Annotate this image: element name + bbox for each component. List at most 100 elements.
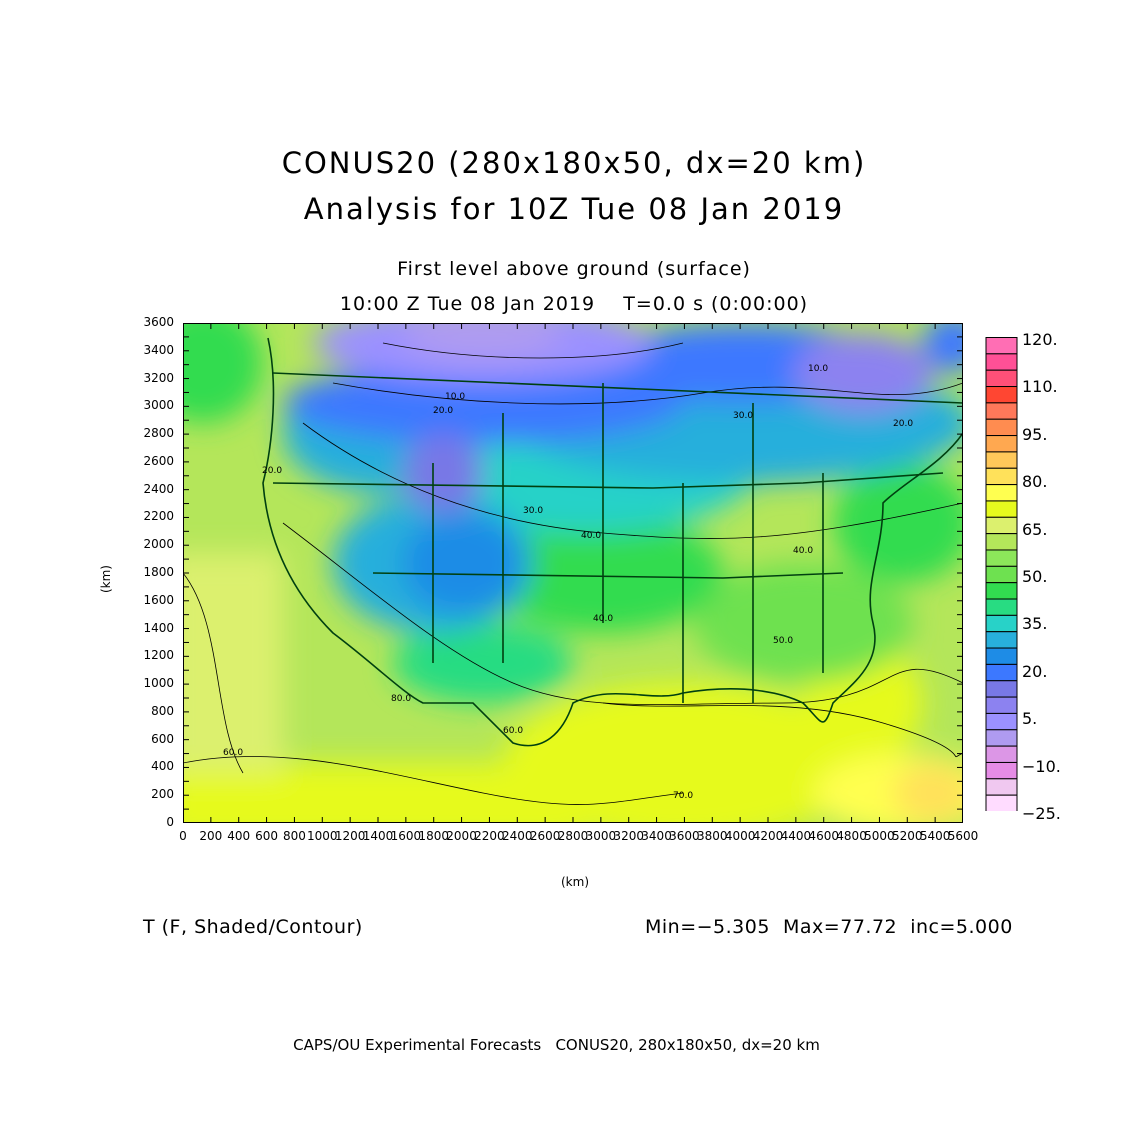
colorbar-swatch bbox=[985, 549, 1018, 567]
contour-label: 40.0 bbox=[581, 531, 601, 541]
contour-label: 80.0 bbox=[391, 694, 411, 704]
temperature-shading bbox=[183, 323, 963, 823]
contour-label: 40.0 bbox=[793, 546, 813, 556]
contour-label: 10.0 bbox=[808, 364, 828, 374]
x-tick-label: 2200 bbox=[474, 829, 505, 843]
x-tick-label: 1400 bbox=[362, 829, 394, 843]
x-tick-label: 1200 bbox=[334, 829, 366, 843]
colorbar bbox=[985, 337, 1018, 811]
y-tick-label: 2200 bbox=[143, 509, 174, 524]
contour-label: 60.0 bbox=[223, 748, 243, 758]
x-tick-label: 600 bbox=[255, 829, 279, 843]
colorbar-swatch bbox=[985, 337, 1018, 355]
x-tick-label: 4400 bbox=[780, 829, 812, 843]
x-tick-label: 0 bbox=[179, 829, 187, 843]
y-axis-label: (km) bbox=[99, 564, 114, 594]
colorbar-swatch bbox=[985, 778, 1018, 796]
x-tick-label: 1000 bbox=[307, 829, 338, 843]
field-stats: Min=−5.305 Max=77.72 inc=5.000 bbox=[645, 916, 1013, 938]
colorbar-label: 110. bbox=[1022, 377, 1058, 397]
colorbar-label: −25. bbox=[1022, 804, 1061, 823]
colorbar-swatch bbox=[985, 598, 1018, 616]
x-tick-label: 5000 bbox=[864, 829, 895, 843]
x-tick-label: 3400 bbox=[641, 829, 672, 843]
x-tick-label: 400 bbox=[227, 829, 251, 843]
x-tick-label: 5400 bbox=[919, 829, 951, 843]
x-tick-label: 4200 bbox=[752, 829, 784, 843]
y-tick-label: 2800 bbox=[143, 426, 174, 441]
colorbar-label: 120. bbox=[1022, 330, 1058, 349]
colorbar-swatch bbox=[985, 761, 1018, 780]
x-tick-label: 2600 bbox=[529, 829, 561, 843]
colorbar-swatch bbox=[985, 729, 1018, 747]
x-tick-label: 4000 bbox=[724, 829, 756, 843]
state-boundaries bbox=[262, 337, 963, 747]
colorbar-swatch bbox=[985, 696, 1018, 714]
x-tick-label: 1600 bbox=[390, 829, 422, 843]
y-tick-label: 2400 bbox=[143, 481, 174, 496]
x-tick-label: 800 bbox=[282, 829, 306, 843]
colorbar-swatch bbox=[985, 533, 1018, 551]
colorbar-swatch bbox=[985, 516, 1018, 535]
colorbar-swatch bbox=[985, 451, 1018, 469]
footer-credit: CAPS/OU Experimental Forecasts CONUS20, … bbox=[293, 1036, 820, 1054]
temperature-map: 10.0 20.0 10.0 20.0 30.0 40.0 30.0 40.0 … bbox=[183, 323, 963, 823]
colorbar-swatch bbox=[985, 565, 1018, 584]
colorbar-label: 35. bbox=[1022, 614, 1048, 634]
colorbar-swatch bbox=[985, 500, 1018, 518]
y-tick-label: 800 bbox=[151, 703, 174, 718]
colorbar-swatch bbox=[985, 402, 1018, 420]
colorbar-label: 20. bbox=[1022, 661, 1048, 681]
colorbar-label: 5. bbox=[1022, 709, 1038, 729]
colorbar-swatch bbox=[985, 712, 1018, 731]
colorbar-swatch bbox=[985, 435, 1018, 453]
colorbar-label: −10. bbox=[1022, 756, 1061, 776]
x-tick-label: 1800 bbox=[418, 829, 449, 843]
colorbar-swatch bbox=[985, 353, 1018, 371]
y-tick-label: 2600 bbox=[143, 453, 174, 468]
y-tick-label: 2000 bbox=[143, 537, 174, 552]
x-tick-label: 2400 bbox=[502, 829, 533, 843]
y-tick-label: 1200 bbox=[143, 648, 174, 663]
contour-label: 60.0 bbox=[503, 726, 523, 736]
y-tick-label: 1400 bbox=[143, 620, 174, 635]
y-tick-label: 0 bbox=[166, 815, 174, 829]
colorbar-swatch bbox=[985, 369, 1018, 388]
contour-label: 70.0 bbox=[673, 791, 693, 801]
colorbar-swatch bbox=[985, 614, 1018, 633]
contour-label: 10.0 bbox=[445, 392, 465, 402]
contour-label: 50.0 bbox=[773, 636, 793, 646]
colorbar-swatch bbox=[985, 663, 1018, 682]
level-label: First level above ground (surface) bbox=[397, 258, 751, 280]
colorbar-swatch bbox=[985, 484, 1018, 502]
y-tick-label: 1000 bbox=[143, 676, 174, 691]
y-tick-label: 3200 bbox=[143, 370, 174, 385]
y-tick-label: 3600 bbox=[143, 315, 174, 329]
x-tick-label: 3000 bbox=[585, 829, 617, 843]
contour-label: 30.0 bbox=[523, 506, 543, 516]
contour-label-group: 10.0 20.0 10.0 20.0 30.0 40.0 30.0 40.0 … bbox=[223, 364, 913, 801]
y-tick-label: 400 bbox=[151, 759, 174, 774]
y-tick-label: 3000 bbox=[143, 398, 174, 413]
y-tick-label: 600 bbox=[151, 731, 174, 746]
contour-label: 20.0 bbox=[433, 406, 453, 416]
y-tick-label: 3400 bbox=[143, 342, 174, 357]
x-tick-label: 5600 bbox=[947, 829, 979, 843]
contour-label: 30.0 bbox=[733, 411, 753, 421]
colorbar-label: 95. bbox=[1022, 424, 1048, 444]
colorbar-swatch bbox=[985, 582, 1018, 600]
contour-label: 20.0 bbox=[893, 419, 913, 429]
y-tick-label: 200 bbox=[151, 787, 174, 802]
colorbar-swatch bbox=[985, 794, 1018, 811]
x-tick-label: 4800 bbox=[836, 829, 867, 843]
x-tick-label: 4600 bbox=[808, 829, 839, 843]
plot-title: CONUS20 (280x180x50, dx=20 km) bbox=[281, 146, 867, 180]
colorbar-swatch bbox=[985, 386, 1018, 404]
x-tick-label: 3600 bbox=[669, 829, 700, 843]
colorbar-swatch bbox=[985, 647, 1018, 665]
colorbar-label: 80. bbox=[1022, 472, 1048, 492]
y-tick-label: 1600 bbox=[143, 592, 174, 607]
x-axis-label: (km) bbox=[561, 875, 590, 889]
colorbar-swatch bbox=[985, 745, 1018, 763]
